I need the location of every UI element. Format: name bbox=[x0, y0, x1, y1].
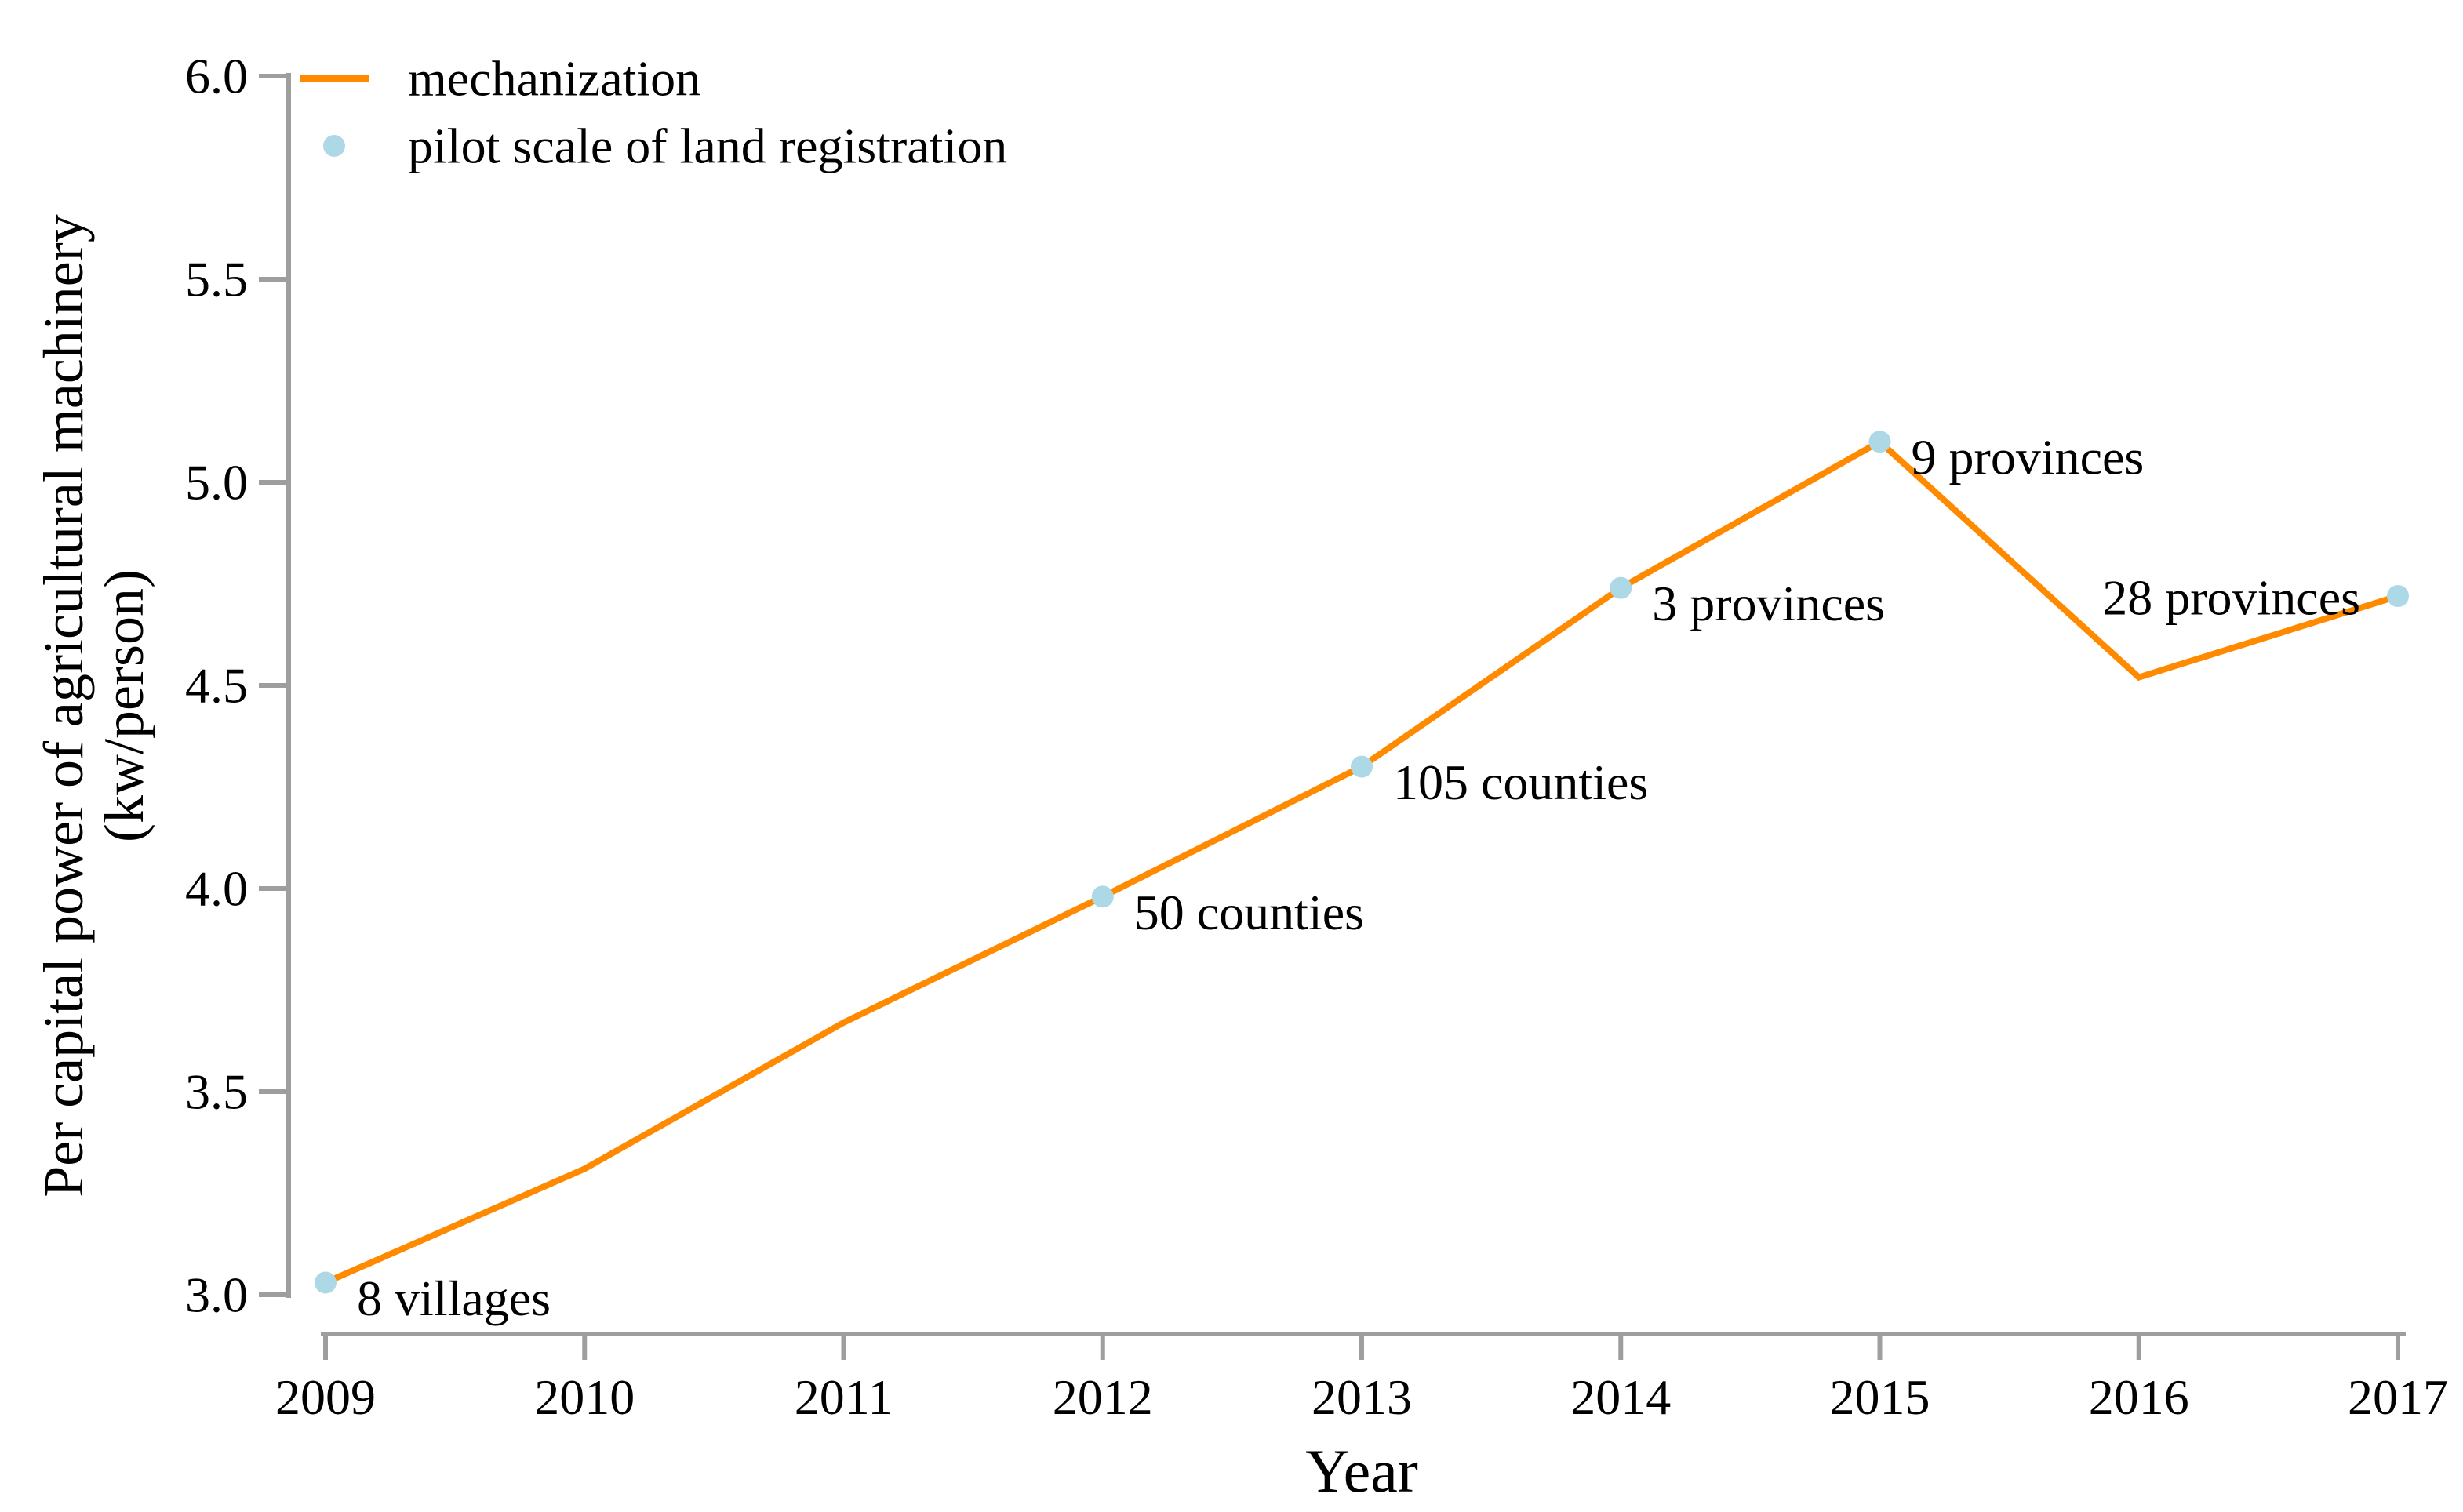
axes: 6.0 5.5 5.0 4.5 4.0 3.5 3.0 2009 2010 2011 2012 201… bbox=[185, 49, 2448, 1426]
y-tick-label: 3.5 bbox=[185, 1064, 248, 1120]
legend-dot-swatch bbox=[323, 135, 345, 157]
point-annotation: 50 counties bbox=[1134, 885, 1364, 940]
x-tick-label: 2012 bbox=[1053, 1369, 1153, 1425]
x-tick-label: 2014 bbox=[1570, 1369, 1671, 1425]
pilot-scale-dot bbox=[1868, 431, 1891, 453]
pilot-scale-dot bbox=[1351, 755, 1373, 778]
x-tick-label: 2011 bbox=[795, 1369, 893, 1425]
y-axis-title-line1: Per capital power of agricultural machin… bbox=[32, 214, 95, 1197]
legend-label-pilot-scale: pilot scale of land registration bbox=[408, 118, 1007, 174]
x-tick-label: 2015 bbox=[1830, 1369, 1930, 1425]
point-annotation: 105 counties bbox=[1393, 754, 1648, 810]
y-axis-title: Per capital power of agricultural machin… bbox=[32, 214, 155, 1197]
legend: mechanization pilot scale of land regist… bbox=[300, 51, 1007, 174]
x-tick-label: 2017 bbox=[2348, 1369, 2448, 1425]
y-tick-label: 3.0 bbox=[185, 1267, 248, 1323]
y-axis-title-line2: (kw/person) bbox=[93, 569, 155, 842]
point-annotation: 3 provinces bbox=[1652, 576, 1885, 631]
point-annotation: 8 villages bbox=[357, 1270, 551, 1326]
y-tick-label: 5.5 bbox=[185, 252, 248, 307]
y-tick-label: 4.0 bbox=[185, 861, 248, 917]
y-tick-label: 6.0 bbox=[185, 49, 248, 104]
x-tick-label: 2010 bbox=[534, 1369, 635, 1425]
x-tick-label: 2016 bbox=[2089, 1369, 2189, 1425]
legend-label-mechanization: mechanization bbox=[408, 51, 700, 107]
point-annotations: 8 villages 50 counties 105 counties 3 provi… bbox=[357, 430, 2360, 1326]
x-tick-label: 2013 bbox=[1312, 1369, 1412, 1425]
pilot-scale-dots bbox=[315, 431, 2409, 1294]
pilot-scale-dot bbox=[1610, 576, 1632, 599]
mechanization-line bbox=[324, 438, 2399, 1286]
pilot-scale-dot bbox=[1091, 885, 1114, 908]
y-tick-label: 4.5 bbox=[185, 658, 248, 714]
point-annotation: 28 provinces bbox=[2102, 570, 2360, 626]
pilot-scale-dot bbox=[2387, 585, 2409, 608]
x-tick-label: 2009 bbox=[275, 1369, 376, 1425]
x-axis-title: Year bbox=[1305, 1437, 1418, 1505]
point-annotation: 9 provinces bbox=[1912, 430, 2145, 485]
pilot-scale-dot bbox=[315, 1271, 337, 1294]
y-tick-label: 5.0 bbox=[185, 455, 248, 511]
mechanization-series bbox=[324, 438, 2399, 1286]
